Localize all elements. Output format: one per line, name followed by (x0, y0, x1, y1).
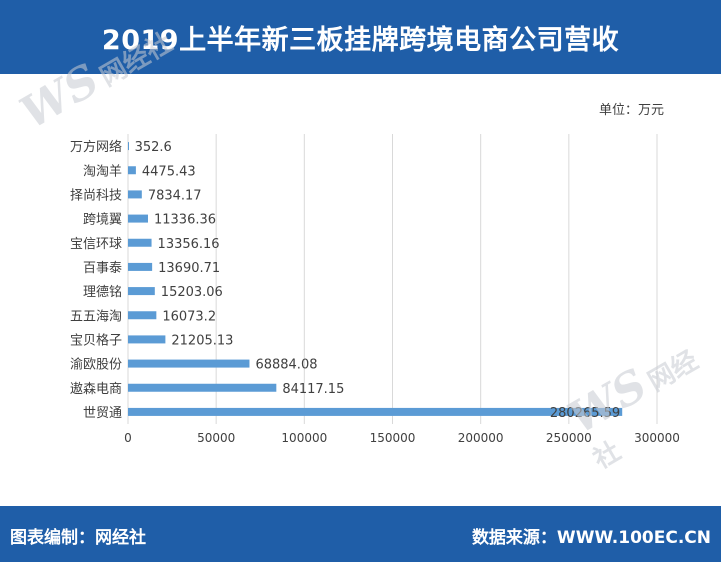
bar (128, 287, 155, 296)
footer-credit: 图表编制：网经社 (10, 528, 146, 548)
value-label: 11336.36 (154, 213, 216, 228)
value-label: 21205.13 (171, 333, 233, 348)
value-label: 4475.43 (142, 164, 196, 179)
bar (128, 190, 142, 199)
category-label: 择尚科技 (70, 188, 122, 203)
chart-title: 2019上半年新三板挂牌跨境电商公司营收 (101, 24, 620, 56)
value-label: 280265.59 (550, 406, 620, 421)
category-label: 世贸通 (83, 406, 122, 421)
category-label: 宝信环球 (70, 237, 122, 252)
unit-label: 单位：万元 (599, 103, 664, 118)
category-label: 跨境翼 (83, 213, 122, 228)
x-tick-label: 200000 (458, 431, 504, 445)
footer-source: 数据来源：WWW.100EC.CN (471, 528, 711, 548)
value-label: 15203.06 (161, 285, 223, 300)
bar (128, 238, 152, 247)
bar (128, 383, 277, 392)
x-tick-label: 50000 (197, 431, 235, 445)
x-tick-label: 150000 (370, 431, 416, 445)
bar (128, 214, 148, 223)
category-label: 遨森电商 (70, 382, 122, 397)
category-label: 宝贝格子 (70, 332, 122, 348)
chart-area: 单位：万元 万方网络淘淘羊择尚科技跨境翼宝信环球百事泰理德铭五五海淘宝贝格子渝欧… (0, 74, 721, 506)
category-label: 渝欧股份 (70, 357, 122, 373)
value-label: 7834.17 (148, 188, 202, 203)
bar (128, 142, 129, 151)
category-label: 五五海淘 (70, 309, 122, 324)
value-label: 352.6 (135, 140, 172, 155)
category-label: 淘淘羊 (83, 163, 122, 179)
value-label: 68884.08 (255, 358, 317, 373)
category-label: 百事泰 (83, 261, 122, 276)
bar-chart: 单位：万元 万方网络淘淘羊择尚科技跨境翼宝信环球百事泰理德铭五五海淘宝贝格子渝欧… (70, 103, 680, 445)
bar (128, 335, 166, 344)
value-label: 16073.2 (162, 309, 216, 324)
gridlines (127, 134, 658, 424)
chart-footer: 图表编制：网经社 数据来源：WWW.100EC.CN (0, 506, 721, 562)
bar (128, 166, 136, 175)
x-tick-label: 300000 (634, 431, 680, 445)
value-labels: 352.6 4475.43 7834.17 11336.36 13356.16 13690… (135, 140, 621, 421)
chart-header: 2019上半年新三板挂牌跨境电商公司营收 (0, 0, 721, 74)
category-labels: 万方网络淘淘羊择尚科技跨境翼宝信环球百事泰理德铭五五海淘宝贝格子渝欧股份遨森电商… (70, 139, 122, 421)
x-tick-label: 250000 (546, 431, 592, 445)
bar (128, 407, 623, 416)
bar (128, 262, 153, 271)
value-label: 84117.15 (282, 382, 344, 397)
x-tick-label: 0 (124, 431, 132, 445)
value-label: 13356.16 (158, 237, 220, 252)
bar (128, 311, 157, 320)
category-label: 万方网络 (70, 139, 122, 155)
x-tick-label: 100000 (281, 431, 327, 445)
x-tick-labels: 0 50000 100000 150000 200000 250000 300000 (124, 431, 680, 445)
bars-group (128, 142, 623, 416)
value-label: 13690.71 (158, 261, 220, 276)
category-label: 理德铭 (83, 285, 122, 300)
bar (128, 359, 250, 368)
